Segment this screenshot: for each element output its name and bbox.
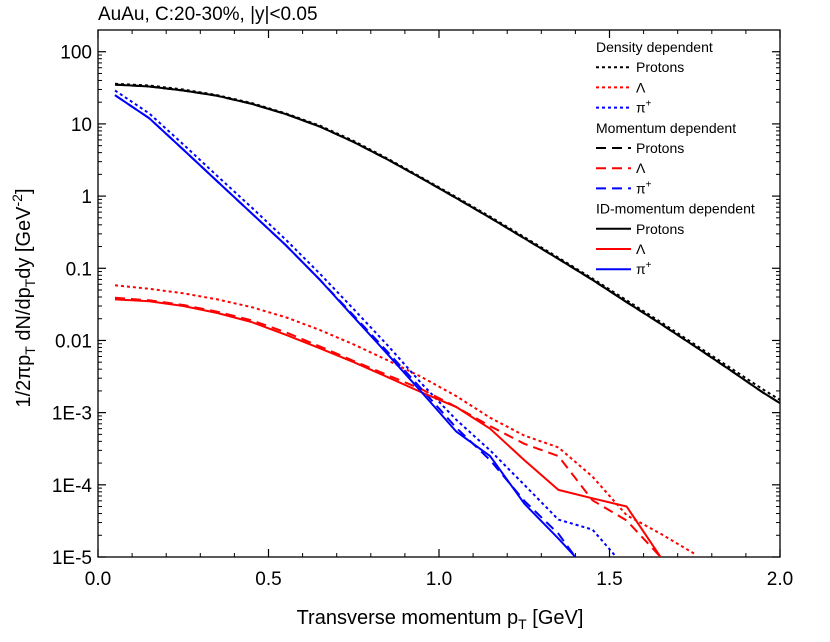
x-axis-title: Transverse momentum pT [GeV] [297,607,584,632]
legend-label-text: Protons [636,221,684,237]
legend-label-text: Λ [636,241,646,257]
legend-label: Λ [636,241,646,257]
legend-label-text: π [636,100,646,116]
y-tick-label: 1E-3 [52,404,92,425]
legend-label: Protons [636,59,684,75]
y-axis-title-tail: dy [GeV [13,206,35,279]
x-tick-label: 2.0 [767,569,793,590]
legend-label: Λ [636,160,646,176]
legend-label-text: Λ [636,79,646,95]
y-axis-title-main: 1/2πp [13,355,35,408]
series-line-2 [114,89,618,557]
ticks-layer: 0.0 0.5 1.0 1.5 2.0 1E-5 1E-4 1E-3 0.01 0.1 1 10 100 [52,30,793,590]
y-tick-label: 100 [60,43,92,64]
plot-frame [97,29,781,558]
x-tick-label: 0.5 [255,569,281,590]
legend-label-text: π [636,261,646,277]
legend-label-sup: + [646,260,652,271]
legend-label: Protons [636,140,684,156]
x-tick-label: 1.5 [596,569,622,590]
x-tick-label: 0.0 [85,569,111,590]
series-layer [114,82,780,557]
chart-title: AuAu, C:20-30%, |y|<0.05 [98,4,318,25]
y-tick-label: 1E-4 [52,476,93,497]
x-axis-title-main: Transverse momentum p [297,607,519,629]
x-tick-label: 1.0 [426,569,452,590]
legend-label-text: π [636,180,646,196]
legend-label-text: Protons [636,140,684,156]
y-axis-title-mid: dN/dp [13,287,35,346]
legend-header: Density dependent [596,39,713,55]
y-tick-label: 10 [71,115,92,136]
y-tick-label: 0.01 [55,331,92,352]
y-axis-title-sup: -2 [9,194,25,207]
series-line-5 [114,94,577,557]
y-tick-label: 1E-5 [52,548,92,569]
legend-label-sup: + [646,99,652,110]
legend-label-text: Protons [636,59,684,75]
legend-header: Momentum dependent [596,120,736,136]
y-axis-title-end: ] [13,188,35,194]
legend-label: Λ [636,79,646,95]
y-tick-label: 0.1 [66,259,92,280]
legend-label: Protons [636,221,684,237]
plot-border [97,29,781,558]
series-line-1 [114,284,696,555]
series-line-6 [114,83,780,405]
y-axis-title-sub2: T [22,278,38,287]
y-axis-title-sub1: T [22,346,38,355]
x-axis-title-sub: T [518,616,527,632]
legend-header: ID-momentum dependent [596,201,755,217]
legend-label: π+ [636,99,652,116]
x-axis-title-unit: [GeV] [527,607,584,629]
series-line-4 [114,296,662,557]
series-line-7 [114,298,662,557]
legend-label-text: Λ [636,160,646,176]
y-axis-title: 1/2πpT dN/dpTdy [GeV-2] [9,188,38,407]
y-tick-label: 1 [81,187,92,208]
legend-label: π+ [636,260,652,277]
legend-label-sup: + [646,179,652,190]
series-line-8 [114,94,577,557]
legend-label: π+ [636,179,652,196]
